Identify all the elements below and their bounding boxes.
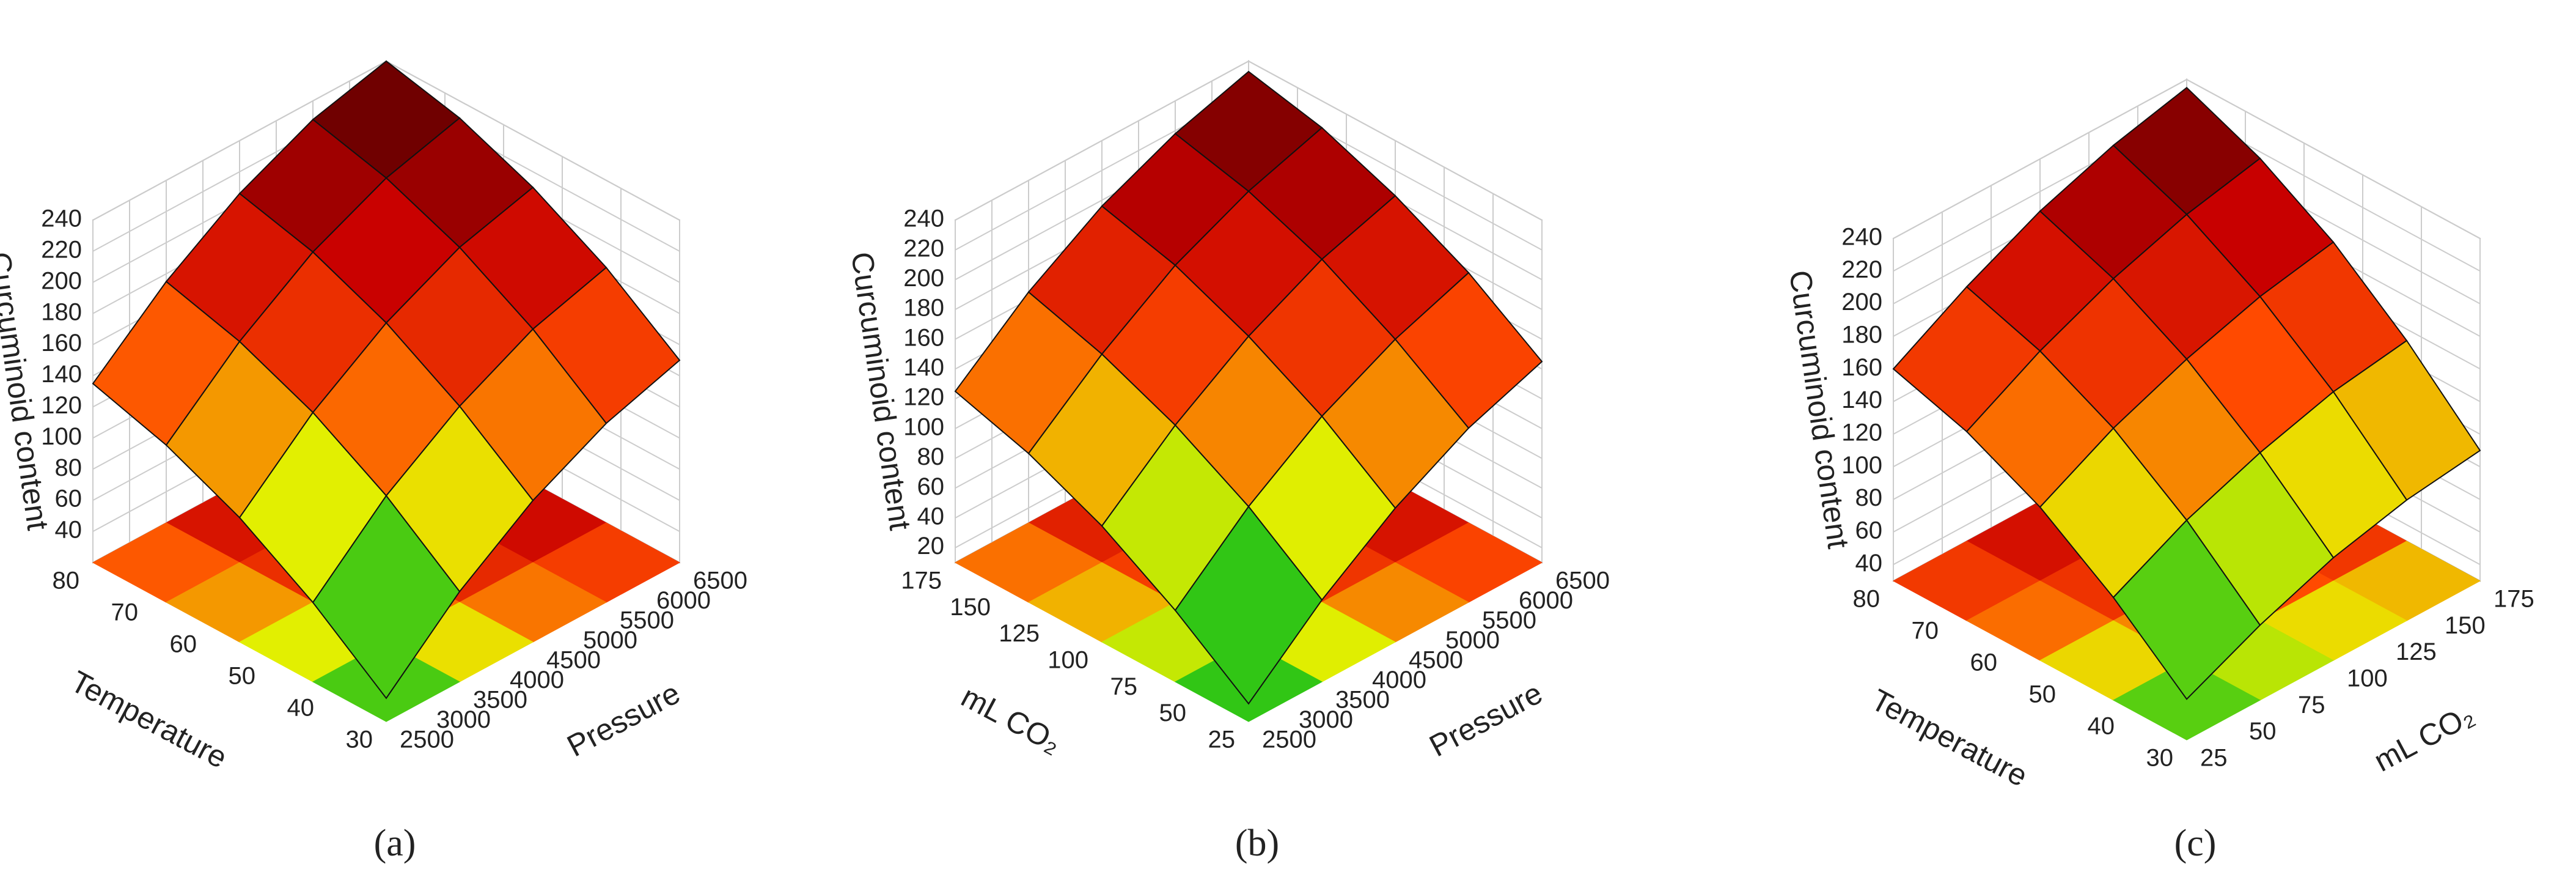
x-tick-label: 5500: [1482, 607, 1536, 634]
x-tick-label: 5500: [620, 607, 674, 634]
z-tick-label: 240: [1841, 224, 1882, 251]
panel-label: (c): [2174, 822, 2217, 864]
z-tick-label: 40: [55, 517, 83, 544]
x-tick-label: 6000: [656, 587, 711, 614]
y-tick-label: 150: [950, 594, 991, 621]
z-tick-label: 160: [903, 324, 944, 351]
y-tick-label: 175: [901, 567, 942, 594]
y-tick-label: 125: [999, 620, 1040, 647]
z-tick-label: 240: [903, 205, 944, 232]
panel-label: (b): [1235, 822, 1279, 864]
z-tick-label: 200: [1841, 289, 1882, 316]
y-tick-label: 25: [1208, 726, 1236, 753]
z-tick-label: 100: [41, 423, 82, 450]
panel-label: (a): [374, 822, 416, 864]
x-tick-label: 2500: [1262, 726, 1316, 753]
x-tick-label: 5000: [1445, 627, 1500, 654]
x-tick-label: 100: [2347, 665, 2388, 692]
z-tick-label: 120: [903, 384, 944, 411]
z-tick-label: 120: [1841, 419, 1882, 446]
z-tick-label: 180: [41, 298, 82, 325]
surface-cell: [312, 494, 461, 700]
z-tick-label: 160: [41, 330, 82, 357]
z-tick-label: 140: [41, 361, 82, 388]
z-tick-label: 20: [917, 533, 945, 560]
x-tick-label: 175: [2493, 586, 2534, 613]
y-tick-label: 50: [1159, 700, 1187, 726]
z-tick-label: 100: [903, 413, 944, 440]
x-tick-label: 4500: [546, 647, 601, 674]
y-tick-label: 80: [53, 567, 80, 594]
y-tick-label: 50: [2029, 681, 2057, 708]
z-tick-label: 60: [55, 486, 83, 512]
y-tick-label: 40: [2088, 713, 2115, 740]
surface-cell: [1174, 505, 1323, 705]
z-tick-label: 60: [1855, 517, 1883, 544]
x-tick-label: 4500: [1409, 647, 1463, 674]
x-tick-label: 3500: [473, 687, 527, 714]
z-tick-label: 180: [903, 295, 944, 322]
y-tick-label: 80: [1853, 586, 1881, 613]
z-tick-label: 220: [41, 236, 82, 263]
y-tick-label: 70: [1912, 618, 1939, 645]
z-tick-label: 160: [1841, 354, 1882, 381]
x-tick-label: 6500: [693, 567, 747, 594]
x-tick-label: 3500: [1335, 687, 1390, 714]
z-tick-label: 220: [1841, 256, 1882, 283]
surface-cell: [2112, 519, 2261, 700]
y-tick-label: 70: [111, 599, 139, 626]
x-tick-label: 25: [2200, 745, 2228, 772]
x-tick-label: 150: [2445, 612, 2486, 639]
z-tick-label: 120: [41, 392, 82, 419]
z-tick-label: 80: [917, 443, 945, 470]
x-tick-label: 2500: [400, 726, 454, 753]
x-tick-label: 6000: [1519, 587, 1573, 614]
z-tick-label: 60: [917, 473, 945, 500]
z-tick-label: 40: [1855, 550, 1883, 577]
x-tick-label: 6500: [1555, 567, 1610, 594]
z-tick-label: 200: [903, 265, 944, 292]
x-tick-label: 3000: [436, 706, 491, 733]
y-tick-label: 40: [287, 695, 315, 722]
y-tick-label: 50: [229, 663, 256, 690]
y-tick-label: 100: [1048, 647, 1088, 674]
z-tick-label: 40: [917, 503, 945, 530]
z-tick-label: 80: [1855, 484, 1883, 511]
x-tick-label: 4000: [1372, 667, 1426, 693]
z-tick-label: 140: [1841, 386, 1882, 413]
z-tick-label: 240: [41, 205, 82, 232]
y-tick-label: 60: [1970, 649, 1998, 676]
y-tick-label: 60: [170, 631, 197, 658]
y-tick-label: 75: [1110, 673, 1138, 700]
x-tick-label: 5000: [583, 627, 637, 654]
z-tick-label: 100: [1841, 452, 1882, 479]
z-tick-label: 140: [903, 354, 944, 381]
x-tick-label: 50: [2249, 718, 2277, 745]
z-tick-label: 180: [1841, 322, 1882, 349]
z-tick-label: 220: [903, 235, 944, 262]
x-tick-label: 4000: [510, 667, 564, 693]
x-tick-label: 75: [2298, 692, 2325, 719]
x-tick-label: 125: [2396, 638, 2437, 665]
z-tick-label: 200: [41, 267, 82, 294]
y-tick-label: 30: [2146, 745, 2174, 772]
z-tick-label: 80: [55, 454, 83, 481]
x-tick-label: 3000: [1299, 706, 1353, 733]
y-tick-label: 30: [346, 726, 373, 753]
